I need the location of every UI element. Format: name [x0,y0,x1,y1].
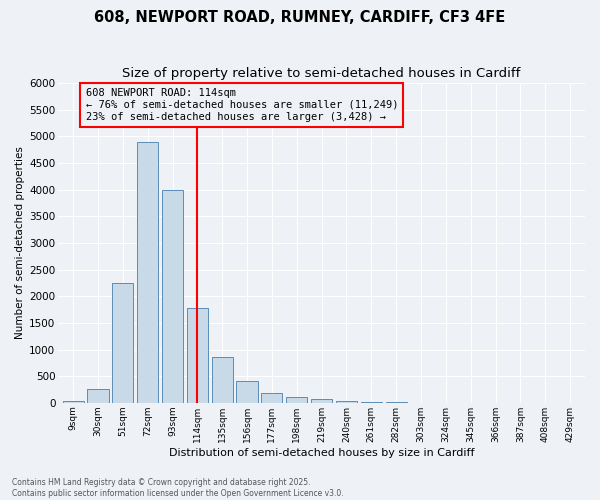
Text: 608, NEWPORT ROAD, RUMNEY, CARDIFF, CF3 4FE: 608, NEWPORT ROAD, RUMNEY, CARDIFF, CF3 … [94,10,506,25]
Bar [311,399,332,403]
Bar [286,397,307,403]
Bar [88,389,109,403]
Text: 608 NEWPORT ROAD: 114sqm
← 76% of semi-detached houses are smaller (11,249)
23% : 608 NEWPORT ROAD: 114sqm ← 76% of semi-d… [86,88,398,122]
Bar [336,401,357,403]
Bar [187,308,208,403]
Bar [212,358,233,403]
Bar [262,393,283,403]
X-axis label: Distribution of semi-detached houses by size in Cardiff: Distribution of semi-detached houses by … [169,448,475,458]
Text: Contains HM Land Registry data © Crown copyright and database right 2025.
Contai: Contains HM Land Registry data © Crown c… [12,478,344,498]
Bar [112,283,133,403]
Y-axis label: Number of semi-detached properties: Number of semi-detached properties [15,146,25,340]
Bar [162,190,183,403]
Bar [236,382,257,403]
Bar [137,142,158,403]
Bar [62,401,83,403]
Title: Size of property relative to semi-detached houses in Cardiff: Size of property relative to semi-detach… [122,68,521,80]
Bar [361,402,382,403]
